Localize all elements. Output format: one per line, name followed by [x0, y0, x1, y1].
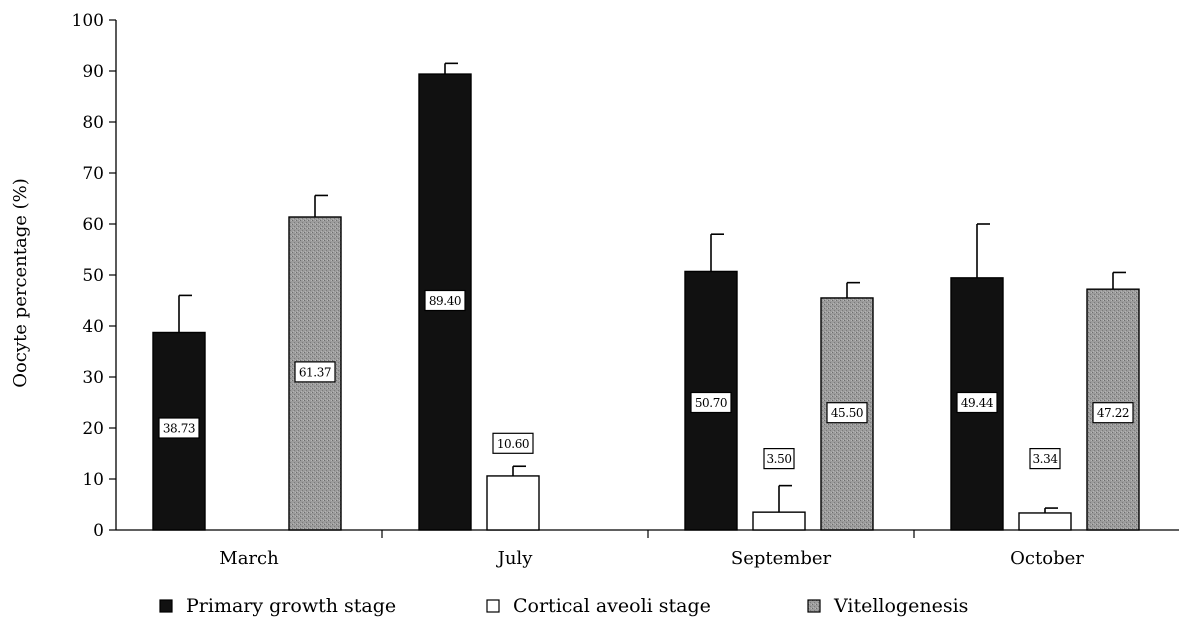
data-label: 47.22 — [1097, 406, 1129, 420]
y-tick-label: 70 — [82, 164, 104, 184]
data-label: 49.44 — [961, 396, 994, 410]
data-label: 3.50 — [766, 452, 791, 466]
data-label-box — [158, 417, 200, 439]
data-label-box — [690, 391, 732, 414]
bar-cortical-aveoli-stage — [752, 511, 806, 531]
data-label-box — [763, 448, 795, 470]
data-label-box — [424, 289, 466, 312]
data-label-box — [294, 361, 336, 383]
data-label-box — [826, 402, 868, 424]
legend-label: Cortical aveoli stage — [513, 595, 711, 617]
legend-swatch — [159, 599, 173, 613]
x-category-label: March — [219, 548, 279, 569]
data-label: 45.50 — [831, 406, 863, 420]
data-label-box — [956, 391, 998, 414]
data-label: 50.70 — [695, 396, 727, 410]
y-tick-label: 30 — [82, 368, 104, 388]
y-tick-label: 50 — [82, 266, 104, 286]
legend-swatch — [807, 599, 821, 613]
y-tick-label: 90 — [82, 62, 104, 82]
x-category-label: July — [496, 548, 534, 569]
bar-cortical-aveoli-stage — [486, 475, 540, 531]
y-axis-title: Oocyte percentage (%) — [10, 178, 31, 388]
axes: 0 10 20 30 40 50 60 70 80 90 100 Oocyte percentage … — [10, 11, 1179, 569]
legend-label: Primary growth stage — [186, 595, 396, 617]
data-labels: 38.73 89.40 50.70 49.44 10.60 3.50 3.34 61.37 45… — [158, 289, 1134, 470]
data-label: 89.40 — [429, 294, 461, 308]
y-tick-label: 10 — [82, 470, 104, 490]
data-label: 61.37 — [299, 365, 331, 379]
y-tick-label: 0 — [93, 521, 104, 541]
bar-cortical-aveoli-stage — [1018, 512, 1072, 531]
data-label-box — [1029, 448, 1061, 470]
data-label-box — [492, 432, 534, 454]
x-category-label: September — [731, 548, 832, 569]
data-label: 10.60 — [497, 437, 529, 451]
y-tick-label: 100 — [72, 11, 104, 31]
legend-swatch — [486, 599, 500, 613]
data-label-box — [1092, 402, 1134, 424]
x-category-label: October — [1010, 548, 1084, 569]
legend: Primary growth stage Cortical aveoli stag… — [159, 595, 968, 617]
y-tick-label: 60 — [82, 215, 104, 235]
bars — [152, 62, 1140, 531]
data-label: 38.73 — [163, 422, 195, 436]
y-tick-label: 80 — [82, 113, 104, 133]
legend-label: Vitellogenesis — [833, 595, 968, 617]
y-tick-label: 40 — [82, 317, 104, 337]
y-tick-label: 20 — [82, 419, 104, 439]
data-label: 3.34 — [1032, 452, 1058, 466]
